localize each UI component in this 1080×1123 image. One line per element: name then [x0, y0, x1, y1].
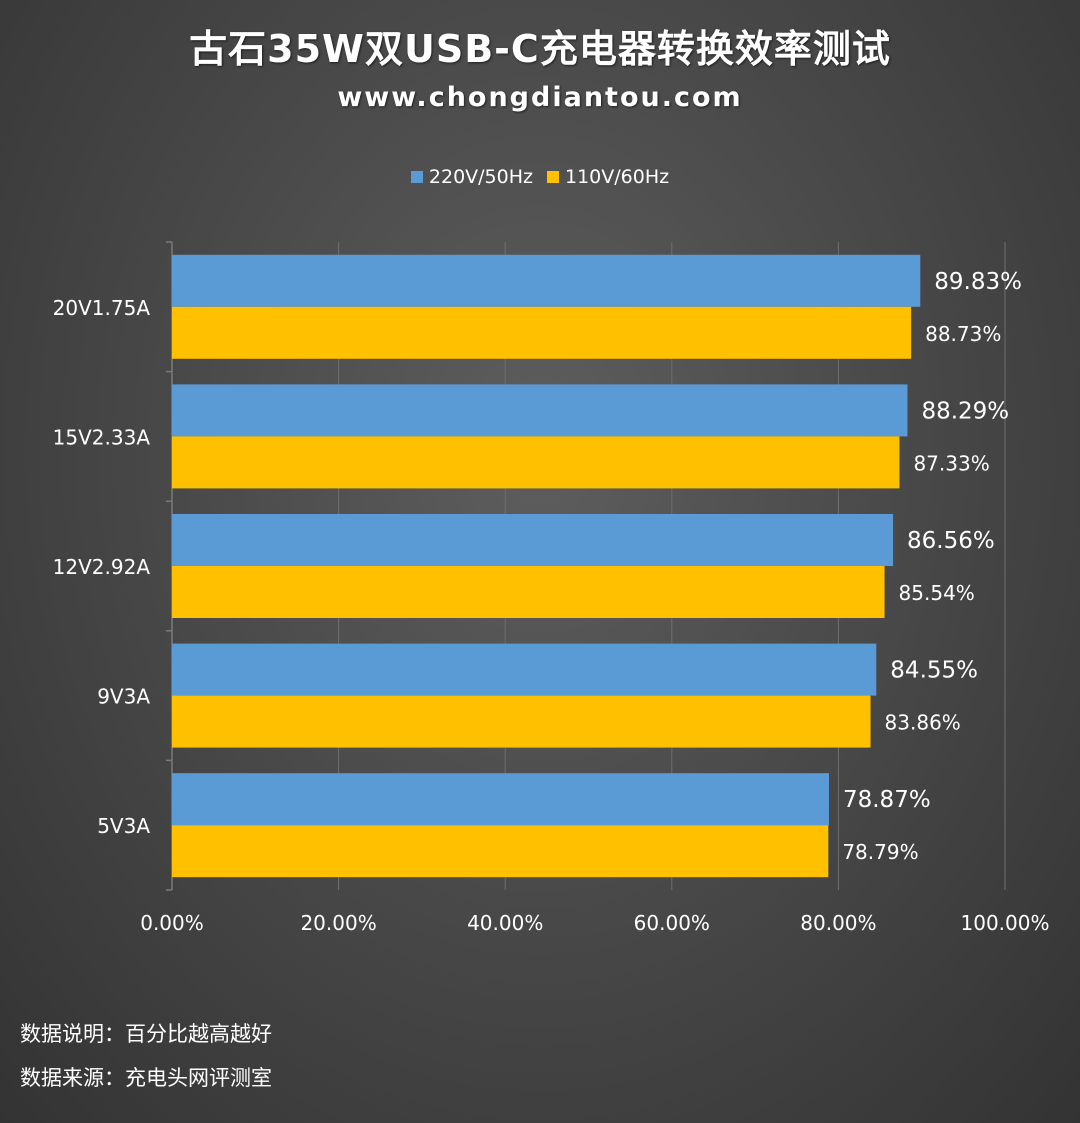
- legend-label-series-1: 220V/50Hz: [428, 166, 533, 188]
- legend: 220V/50Hz 110V/60Hz: [0, 166, 1080, 188]
- category-label-2: 12V2.92A: [53, 555, 151, 579]
- data-label-series-2-3: 83.86%: [885, 711, 961, 735]
- x-tick-label-4: 80.00%: [800, 911, 876, 935]
- legend-item-series-2: 110V/60Hz: [547, 166, 669, 188]
- bar-series-1-1: [172, 384, 908, 437]
- bar-series-2-3: [172, 695, 871, 748]
- category-label-3: 9V3A: [97, 685, 150, 709]
- x-tick-label-1: 20.00%: [300, 911, 376, 935]
- legend-swatch-series-1: [410, 171, 423, 183]
- bar-series-1-0: [172, 254, 921, 307]
- chart-title: 古石35W双USB-C充电器转换效率测试: [189, 27, 891, 71]
- data-label-series-1-2: 86.56%: [907, 528, 995, 554]
- footnote-data-source: 数据来源：充电头网评测室: [20, 1066, 272, 1090]
- bar-chart: 0.00% 20.00% 40.00% 60.00% 80.00% 100.00% 20V1…: [53, 241, 1050, 935]
- category-label-1: 15V2.33A: [53, 425, 151, 449]
- data-label-series-1-1: 88.29%: [921, 398, 1009, 424]
- bar-series-1-2: [172, 514, 894, 566]
- data-label-series-1-0: 89.83%: [934, 269, 1022, 295]
- legend-label-series-2: 110V/60Hz: [565, 166, 670, 188]
- legend-item-series-1: 220V/50Hz: [410, 166, 533, 188]
- bar-series-1-4: [172, 773, 829, 826]
- bar-series-2-4: [172, 825, 829, 878]
- data-label-series-2-1: 87.33%: [913, 451, 989, 475]
- x-tick-label-0: 0.00%: [140, 911, 204, 935]
- x-tick-label-5: 100.00%: [961, 911, 1050, 935]
- chart-subtitle: www.chongdiantou.com: [337, 82, 743, 113]
- data-label-series-2-4: 78.79%: [842, 840, 918, 864]
- legend-swatch-series-2: [547, 171, 559, 183]
- x-tick-label-3: 60.00%: [634, 911, 710, 935]
- category-label-4: 5V3A: [97, 814, 150, 838]
- footnote-data-note: 数据说明：百分比越高越好: [20, 1022, 272, 1046]
- data-label-series-1-3: 84.55%: [890, 658, 978, 684]
- data-label-series-2-2: 85.54%: [899, 581, 975, 605]
- data-label-series-2-0: 88.73%: [925, 322, 1001, 346]
- bar-series-1-3: [172, 643, 877, 696]
- data-label-series-1-4: 78.87%: [843, 787, 931, 813]
- bar-series-2-0: [172, 306, 912, 359]
- x-tick-label-2: 40.00%: [467, 911, 543, 935]
- bar-series-2-1: [172, 436, 900, 489]
- category-label-0: 20V1.75A: [53, 296, 151, 320]
- bar-series-2-2: [172, 566, 885, 618]
